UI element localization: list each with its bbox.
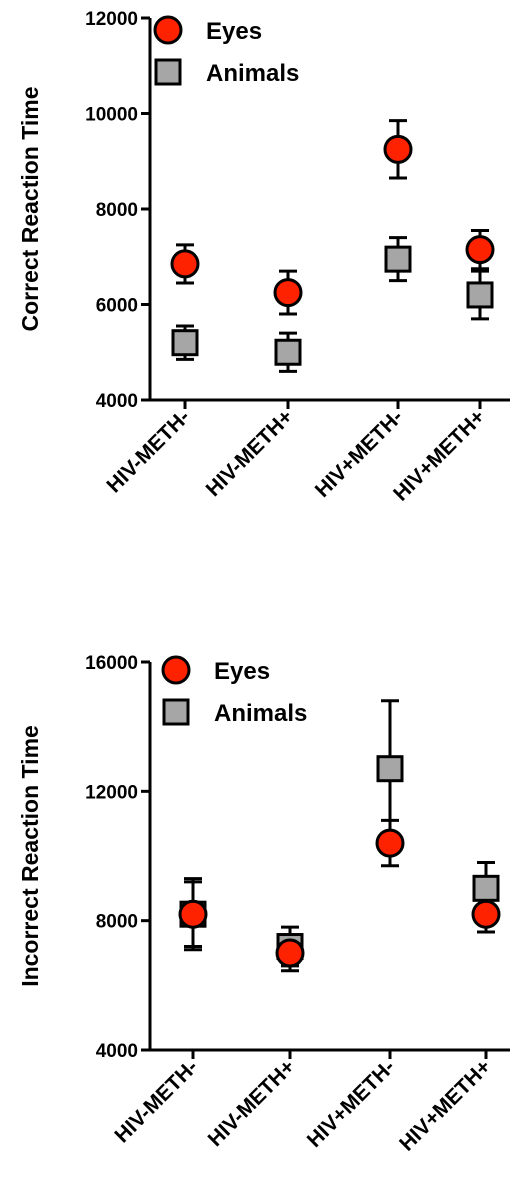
y-tick-label: 8000 [96, 200, 138, 221]
data-point-eyes [170, 249, 200, 279]
x-category-label: HIV-METH+ [204, 1055, 300, 1151]
legend-marker-animals [162, 698, 190, 726]
y-tick-label: 12000 [85, 9, 138, 30]
data-point-eyes [465, 235, 495, 265]
x-category-label: HIV-METH- [110, 1055, 202, 1147]
x-category-label: HIV-METH- [102, 405, 194, 497]
y-axis-label: Correct Reaction Time [17, 87, 43, 332]
y-tick-label: 10000 [85, 105, 138, 126]
y-tick-label: 12000 [85, 782, 138, 803]
y-tick-label: 4000 [96, 1041, 138, 1062]
data-point-animals [171, 329, 199, 357]
x-category-label: HIV+METH- [303, 1055, 400, 1152]
data-point-eyes [471, 899, 501, 929]
data-point-animals [466, 281, 494, 309]
data-point-eyes [275, 938, 305, 968]
x-category-label: HIV+METH+ [395, 1055, 495, 1155]
data-point-animals [376, 755, 404, 783]
y-tick-label: 4000 [96, 391, 138, 412]
data-point-eyes [178, 899, 208, 929]
data-point-eyes [375, 828, 405, 858]
chart-panel-1: 4000 6000 8000 10000 12000 Correct Reaction T… [17, 9, 510, 506]
chart-panel-2: 4000 8000 12000 16000 Incorrect Reaction Tim… [17, 653, 510, 1156]
y-axis-label: Incorrect Reaction Time [17, 725, 43, 987]
data-point-animals [472, 874, 500, 902]
y-tick-label: 8000 [96, 912, 138, 933]
legend-label-animals: Animals [206, 60, 299, 87]
x-category-label: HIV-METH+ [202, 405, 298, 501]
data-point-eyes [383, 134, 413, 164]
data-point-eyes [273, 278, 303, 308]
legend-label-eyes: Eyes [214, 658, 270, 685]
legend-marker-eyes [153, 15, 183, 45]
legend-marker-eyes [161, 655, 191, 685]
y-tick-label: 6000 [96, 296, 138, 317]
legend-label-eyes: Eyes [206, 18, 262, 45]
legend-marker-animals [154, 58, 182, 86]
legend-label-animals: Animals [214, 700, 307, 727]
y-tick-label: 16000 [85, 653, 138, 674]
data-point-animals [384, 245, 412, 273]
data-point-animals [274, 338, 302, 366]
